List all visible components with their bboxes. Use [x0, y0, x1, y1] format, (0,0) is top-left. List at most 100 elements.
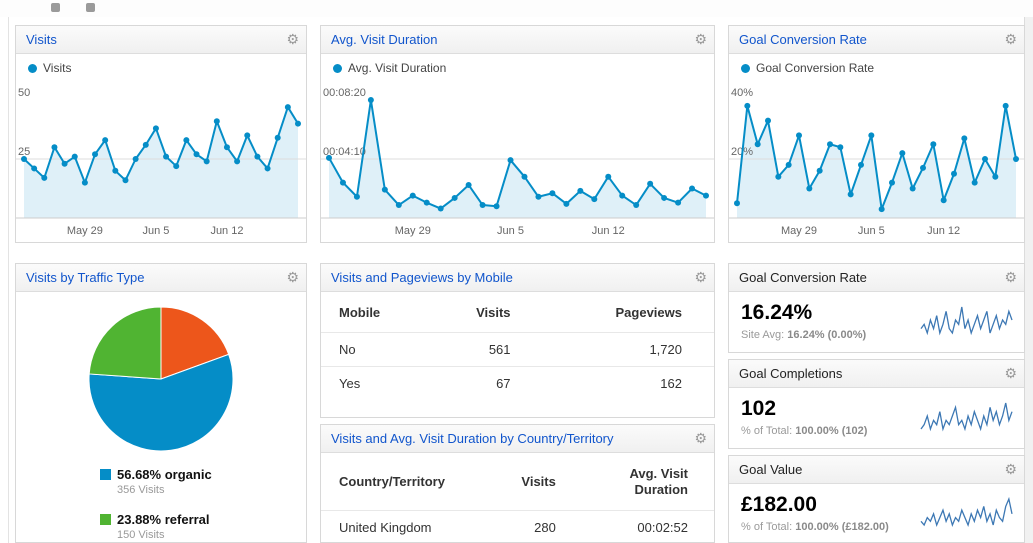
legend-line: 56.68% organic [100, 467, 306, 483]
legend-dot-icon [333, 64, 342, 73]
svg-text:00:04:10: 00:04:10 [323, 146, 366, 158]
chart-legend: Goal Conversion Rate [741, 61, 874, 75]
svg-text:May 29: May 29 [395, 225, 431, 237]
widget-header: Goal Completions ⚙ [729, 360, 1024, 388]
browser-strip [0, 0, 1033, 17]
table-row: No 561 1,720 [321, 332, 714, 367]
gear-icon[interactable]: ⚙ [694, 430, 707, 446]
duration-line-chart: 00:08:20 00:04:10 May 29 Jun 5 Jun 12 [321, 87, 714, 237]
cell: 280 [454, 509, 588, 542]
widget-mobile-table: Visits and Pageviews by Mobile ⚙ Mobile … [320, 263, 715, 418]
gear-icon[interactable]: ⚙ [286, 31, 299, 47]
widget-goal-value-card: Goal Value ⚙ £182.00 % of Total: 100.00%… [728, 455, 1025, 543]
svg-text:50: 50 [18, 87, 30, 99]
visits-line-chart: 50 25 May 29 Jun 5 Jun 12 [16, 87, 306, 237]
legend-swatch-icon [100, 514, 111, 525]
widget-header: Avg. Visit Duration ⚙ [321, 26, 714, 54]
gear-icon[interactable]: ⚙ [1004, 31, 1017, 47]
gear-icon[interactable]: ⚙ [1004, 365, 1017, 381]
widget-goal-conversion-chart: Goal Conversion Rate ⚙ Goal Conversion R… [728, 25, 1025, 243]
cell: 1,720 [542, 332, 714, 367]
legend-label: organic [164, 467, 212, 482]
widget-header: Visits ⚙ [16, 26, 306, 54]
svg-text:40%: 40% [731, 87, 753, 99]
svg-text:May 29: May 29 [67, 225, 103, 237]
conversion-line-chart: 40%20%May 29 Jun 5 Jun 12 [729, 87, 1024, 237]
metric-card-body: 16.24% Site Avg: 16.24% (0.00%) [729, 292, 1024, 352]
sparkline-chart [920, 402, 1013, 432]
svg-text:Jun 12: Jun 12 [210, 225, 243, 237]
metric-card-body: £182.00 % of Total: 100.00% (£182.00) [729, 484, 1024, 542]
legend-label: Visits [43, 61, 72, 75]
widget-traffic-type-pie: Visits by Traffic Type ⚙ 56.68% organic … [15, 263, 307, 543]
pie-legend-item-organic: 56.68% organic 356 Visits [100, 467, 306, 498]
column-header: Avg. Visit Duration [629, 466, 688, 498]
chart-area: Avg. Visit Duration 00:08:20 00:04:10 May … [321, 54, 714, 242]
chart-legend: Visits [28, 61, 71, 75]
browser-fragment-icon [51, 3, 60, 12]
legend-label: Avg. Visit Duration [348, 61, 447, 75]
widget-title: Visits and Pageviews by Mobile [331, 270, 513, 285]
content-left-divider [8, 17, 9, 543]
widget-header: Goal Conversion Rate ⚙ [729, 264, 1024, 292]
gear-icon[interactable]: ⚙ [694, 31, 707, 47]
chart-legend: Avg. Visit Duration [333, 61, 446, 75]
widget-title: Goal Conversion Rate [739, 32, 867, 47]
table-header-row: Country/Territory Visits Avg. Visit Dura… [321, 455, 714, 510]
legend-visits: 150 Visits [117, 529, 165, 541]
svg-text:Jun 5: Jun 5 [142, 225, 169, 237]
browser-fragment-icon [86, 3, 95, 12]
legend-pct: 23.88% [117, 512, 162, 527]
widget-title: Visits by Traffic Type [26, 270, 145, 285]
gear-icon[interactable]: ⚙ [694, 269, 707, 285]
sparkline-chart [920, 496, 1013, 527]
metric-sub-value: 100.00% (102) [795, 425, 868, 437]
svg-text:May 29: May 29 [781, 225, 817, 237]
widget-avg-visit-duration: Avg. Visit Duration ⚙ Avg. Visit Duratio… [320, 25, 715, 243]
column-header: Pageviews [615, 305, 683, 320]
cell: 162 [542, 366, 714, 401]
cell: 67 [390, 366, 543, 401]
widget-title: Goal Completions [739, 366, 843, 381]
widget-goal-conversion-card: Goal Conversion Rate ⚙ 16.24% Site Avg: … [728, 263, 1025, 353]
cell: United Kingdom [321, 509, 455, 542]
svg-text:Jun 5: Jun 5 [858, 225, 885, 237]
widget-title: Visits and Avg. Visit Duration by Countr… [331, 431, 614, 446]
cell: Yes [321, 366, 391, 401]
cell: No [321, 332, 391, 367]
widget-title: Avg. Visit Duration [331, 32, 438, 47]
legend-label: Goal Conversion Rate [756, 61, 875, 75]
metric-value: 102 [741, 397, 777, 420]
gear-icon[interactable]: ⚙ [1004, 461, 1017, 477]
metric-sub-label: % of Total: [741, 521, 793, 533]
legend-swatch-icon [100, 469, 111, 480]
traffic-type-pie-chart [88, 306, 234, 452]
table-header-row: Mobile Visits Pageviews [321, 294, 714, 333]
metric-subtext: % of Total: 100.00% (102) [741, 425, 1012, 437]
widget-title: Visits [26, 32, 57, 47]
mobile-table: Mobile Visits Pageviews No 561 1,720 Yes… [321, 294, 714, 401]
chart-area: Visits 50 25 May 29 Jun 5 Jun 12 [16, 54, 306, 242]
widget-header: Visits by Traffic Type ⚙ [16, 264, 306, 292]
chart-area: Goal Conversion Rate 40% 20% May 29 Jun 5 Ju… [729, 54, 1024, 242]
column-header: Visits [521, 474, 556, 490]
widget-country-table: Visits and Avg. Visit Duration by Countr… [320, 424, 715, 543]
legend-pct: 56.68% [117, 467, 162, 482]
metric-sub-value: 16.24% (0.00%) [787, 329, 867, 341]
gear-icon[interactable]: ⚙ [286, 269, 299, 285]
widget-header: Visits and Avg. Visit Duration by Countr… [321, 425, 714, 453]
metric-sub-value: 100.00% (£182.00) [795, 521, 889, 533]
gear-icon[interactable]: ⚙ [1004, 269, 1017, 285]
pie-legend: 56.68% organic 356 Visits 23.88% referra… [100, 467, 306, 542]
vertical-scrollbar[interactable] [1024, 17, 1033, 543]
cell: 00:02:52 [587, 509, 714, 542]
country-table: Country/Territory Visits Avg. Visit Dura… [321, 455, 714, 542]
svg-text:Jun 5: Jun 5 [497, 225, 524, 237]
column-header: Visits [476, 305, 511, 320]
cell: 561 [390, 332, 543, 367]
widget-header: Goal Value ⚙ [729, 456, 1024, 484]
column-header: Country/Territory [339, 474, 445, 490]
metric-value: £182.00 [741, 493, 817, 516]
column-header: Mobile [339, 305, 381, 320]
